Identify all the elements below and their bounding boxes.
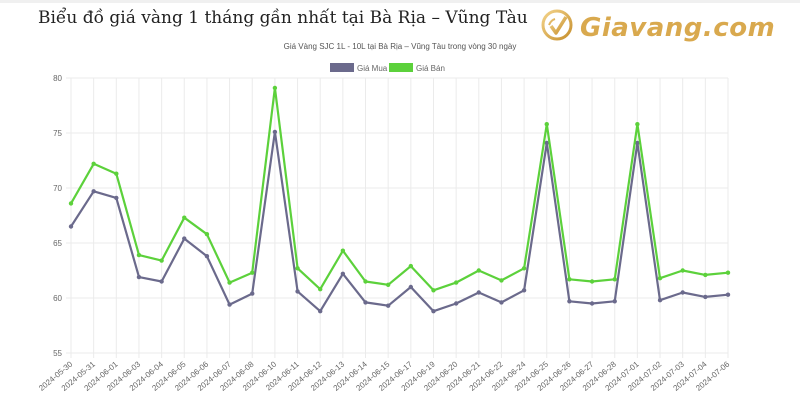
data-point[interactable] <box>272 85 278 91</box>
data-point[interactable] <box>453 280 459 285</box>
data-point[interactable] <box>363 300 368 305</box>
data-point[interactable] <box>703 272 708 278</box>
data-point[interactable] <box>567 277 572 282</box>
x-axis: 2024-05-302024-05-312024-06-012024-06-03… <box>37 359 732 393</box>
data-point[interactable] <box>544 140 549 146</box>
data-point[interactable] <box>250 270 255 275</box>
data-point[interactable] <box>159 258 164 263</box>
legend-swatch-ban <box>389 63 413 72</box>
data-point[interactable] <box>635 140 640 146</box>
legend: Giá Mua Giá Bán <box>330 63 445 73</box>
legend-label-ban: Giá Bán <box>416 64 445 73</box>
data-point[interactable] <box>521 266 527 271</box>
data-point[interactable] <box>725 270 731 275</box>
data-point[interactable] <box>612 299 617 304</box>
checkmark-circle-icon <box>540 8 574 47</box>
data-point[interactable] <box>227 280 232 285</box>
y-tick-label: 70 <box>53 184 62 193</box>
data-point[interactable] <box>544 122 549 127</box>
data-point[interactable] <box>340 271 346 276</box>
data-point[interactable] <box>657 276 663 281</box>
y-tick-label: 75 <box>53 129 62 138</box>
data-point[interactable] <box>91 161 96 166</box>
data-point[interactable] <box>680 268 685 273</box>
data-point[interactable] <box>182 215 187 220</box>
series-mua <box>68 129 731 314</box>
data-point[interactable] <box>476 268 481 273</box>
data-point[interactable] <box>589 301 595 306</box>
data-point[interactable] <box>272 129 278 135</box>
data-point[interactable] <box>182 236 187 241</box>
data-point[interactable] <box>408 284 414 290</box>
data-point[interactable] <box>114 171 119 176</box>
data-point[interactable] <box>340 248 346 253</box>
legend-label-mua: Giá Mua <box>357 64 388 73</box>
data-point[interactable] <box>385 303 391 308</box>
data-point[interactable] <box>476 290 481 295</box>
data-point[interactable] <box>521 288 527 293</box>
data-point[interactable] <box>91 189 96 194</box>
legend-item-ban[interactable]: Giá Bán <box>389 63 445 73</box>
data-point[interactable] <box>589 279 595 284</box>
data-point[interactable] <box>250 291 255 296</box>
y-tick-label: 60 <box>53 294 62 303</box>
legend-swatch-mua <box>330 63 354 72</box>
data-point[interactable] <box>635 122 640 127</box>
top-divider <box>0 0 800 3</box>
data-point[interactable] <box>204 254 210 259</box>
data-point[interactable] <box>725 292 731 297</box>
grid <box>66 77 729 358</box>
data-point[interactable] <box>680 290 685 295</box>
data-point[interactable] <box>431 309 436 314</box>
data-point[interactable] <box>657 298 663 303</box>
data-point[interactable] <box>318 287 323 292</box>
data-point[interactable] <box>295 289 300 294</box>
data-point[interactable] <box>499 278 504 283</box>
page-title: Biểu đồ giá vàng 1 tháng gần nhất tại Bà… <box>38 8 528 28</box>
series <box>68 85 731 314</box>
data-point[interactable] <box>703 294 708 300</box>
chart-title: Giá Vàng SJC 1L - 10L tại Bà Rịa – Vũng … <box>284 42 517 51</box>
data-point[interactable] <box>227 302 232 307</box>
data-point[interactable] <box>318 309 323 314</box>
data-point[interactable] <box>136 274 142 280</box>
site-logo[interactable]: Giavang.com <box>540 8 775 47</box>
data-point[interactable] <box>295 266 300 271</box>
y-tick-label: 55 <box>53 349 62 358</box>
data-point[interactable] <box>363 279 368 284</box>
y-tick-label: 65 <box>53 239 62 248</box>
data-point[interactable] <box>68 201 74 206</box>
series-line <box>70 130 729 313</box>
y-tick-label: 80 <box>53 74 62 83</box>
series-line <box>70 86 729 292</box>
data-point[interactable] <box>408 263 414 269</box>
data-point[interactable] <box>431 288 436 293</box>
data-point[interactable] <box>68 224 74 229</box>
data-point[interactable] <box>567 299 572 304</box>
series-ban <box>68 85 731 293</box>
data-point[interactable] <box>385 282 391 287</box>
data-point[interactable] <box>453 301 459 306</box>
y-axis: 55 60 65 70 75 80 <box>53 74 62 358</box>
data-point[interactable] <box>136 252 142 258</box>
logo-text: Giavang.com <box>580 12 776 43</box>
data-point[interactable] <box>114 195 119 201</box>
legend-item-mua[interactable]: Giá Mua <box>330 63 388 73</box>
data-point[interactable] <box>159 279 164 284</box>
data-point[interactable] <box>204 232 210 237</box>
data-point[interactable] <box>612 277 617 282</box>
data-point[interactable] <box>499 300 504 305</box>
